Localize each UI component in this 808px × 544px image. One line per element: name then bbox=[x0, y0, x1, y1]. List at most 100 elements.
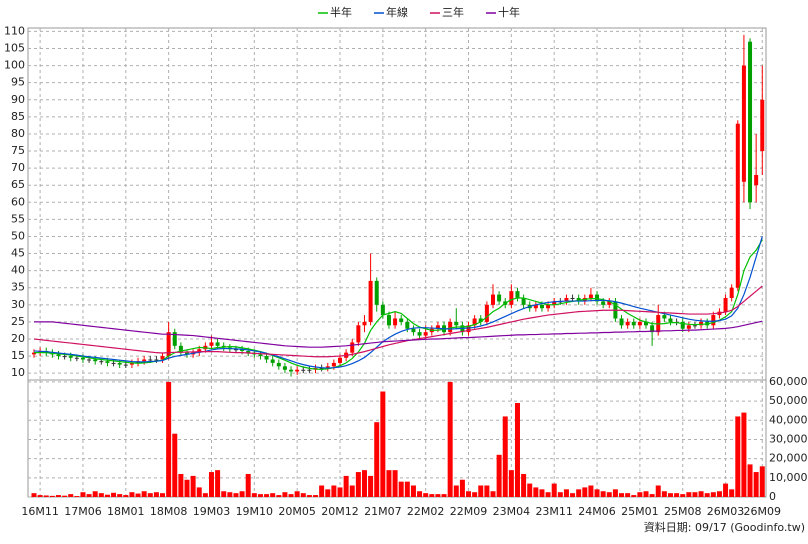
candle-body bbox=[338, 357, 342, 363]
volume-bar bbox=[631, 495, 637, 497]
volume-bar bbox=[233, 493, 239, 497]
candle-body bbox=[521, 297, 526, 305]
x-tick-label: 19M10 bbox=[236, 505, 274, 518]
candle-body bbox=[32, 352, 36, 355]
x-tick-label: 23M04 bbox=[493, 505, 531, 518]
volume-bar bbox=[723, 483, 729, 497]
footer: 資料日期: 09/17 (Goodinfo.tw) bbox=[644, 520, 805, 534]
candle-body bbox=[466, 325, 471, 333]
volume-bar bbox=[435, 494, 441, 497]
x-tick-label: 22M09 bbox=[450, 505, 488, 518]
volume-bar bbox=[704, 493, 710, 497]
volume-bar bbox=[349, 485, 355, 497]
y2-tick-label: 60,000 bbox=[769, 375, 808, 388]
candle-body bbox=[435, 325, 440, 329]
y2-tick-label: 0 bbox=[769, 490, 776, 503]
volume-bar bbox=[600, 491, 606, 497]
candle-body bbox=[552, 301, 557, 305]
volume-bar bbox=[355, 472, 361, 497]
volume-bar bbox=[227, 492, 233, 497]
volume-bar bbox=[49, 495, 55, 497]
volume-bar bbox=[484, 485, 490, 497]
x-tick-label: 18M08 bbox=[150, 505, 188, 518]
legend-label: 半年 bbox=[330, 5, 352, 19]
volume-bar bbox=[74, 496, 80, 497]
candle-body bbox=[362, 321, 367, 326]
volume-bar bbox=[582, 487, 588, 497]
x-tick-label: 25M01 bbox=[621, 505, 659, 518]
volume-bar bbox=[735, 416, 741, 497]
volume-bar bbox=[337, 487, 343, 497]
candle-body bbox=[99, 361, 104, 363]
x-tick-label: 23M11 bbox=[535, 505, 573, 518]
candle-body bbox=[295, 369, 300, 372]
candle-body bbox=[454, 321, 459, 326]
volume-bar bbox=[80, 492, 86, 497]
volume-bar bbox=[478, 485, 484, 497]
volume-bar bbox=[410, 485, 416, 497]
candle-body bbox=[570, 297, 575, 299]
volume-bar bbox=[294, 491, 300, 497]
candle-body bbox=[741, 65, 746, 182]
candle-body bbox=[80, 357, 85, 360]
volume-bar bbox=[563, 489, 569, 497]
volume-bar bbox=[178, 473, 184, 497]
volume-bar bbox=[166, 381, 172, 497]
candle-body bbox=[62, 356, 67, 358]
volume-bar bbox=[86, 494, 92, 497]
volume-bar bbox=[111, 492, 117, 497]
volume-bar bbox=[325, 489, 331, 497]
legend-label: 年線 bbox=[386, 5, 408, 19]
x-tick-label: 26M09 bbox=[744, 505, 782, 518]
volume-bar bbox=[729, 489, 735, 497]
volume-bar bbox=[545, 492, 551, 497]
candle-body bbox=[178, 345, 183, 353]
volume-bar bbox=[104, 494, 110, 497]
x-tick-label: 17M06 bbox=[64, 505, 102, 518]
y2-tick-label: 30,000 bbox=[769, 432, 808, 445]
candle-body bbox=[405, 321, 410, 329]
volume-bar bbox=[172, 433, 178, 497]
y-tick-label: 35 bbox=[11, 281, 25, 294]
volume-bar bbox=[68, 494, 74, 497]
volume-bar bbox=[92, 491, 98, 497]
x-tick-label: 18M01 bbox=[107, 505, 145, 518]
candle-body bbox=[533, 304, 538, 309]
x-tick-label: 24M06 bbox=[578, 505, 616, 518]
volume-bar bbox=[753, 472, 759, 497]
y-tick-label: 50 bbox=[11, 229, 25, 242]
y-tick-label: 15 bbox=[11, 349, 25, 362]
volume-bar bbox=[135, 493, 141, 497]
candle-body bbox=[637, 321, 642, 326]
volume-bar bbox=[37, 495, 43, 497]
volume-bar bbox=[423, 493, 429, 497]
candle-body bbox=[564, 297, 569, 302]
candle-body bbox=[258, 354, 263, 357]
volume-bar bbox=[380, 391, 386, 497]
volume-bar bbox=[655, 485, 661, 497]
volume-bar bbox=[221, 491, 227, 497]
candle-body bbox=[209, 342, 214, 346]
volume-bar bbox=[692, 492, 698, 497]
volume-bar bbox=[31, 493, 37, 497]
candle-body bbox=[154, 359, 159, 361]
legend-label: 三年 bbox=[442, 5, 464, 19]
volume-bar bbox=[257, 494, 263, 497]
y2-tick-label: 10,000 bbox=[769, 471, 808, 484]
volume-bar bbox=[398, 481, 404, 497]
candle-body bbox=[601, 301, 606, 305]
candle-body bbox=[711, 315, 716, 326]
volume-bar bbox=[141, 491, 147, 497]
candle-body bbox=[478, 318, 483, 322]
volume-bar bbox=[264, 494, 270, 497]
volume-bar bbox=[637, 492, 643, 497]
y2-tick-label: 20,000 bbox=[769, 452, 808, 465]
candle-body bbox=[148, 359, 153, 361]
candle-body bbox=[515, 291, 520, 298]
candle-body bbox=[166, 332, 171, 357]
candle-body bbox=[68, 356, 73, 358]
volume-bar bbox=[239, 491, 245, 497]
volume-bar bbox=[710, 492, 716, 497]
candle-body bbox=[411, 328, 416, 333]
